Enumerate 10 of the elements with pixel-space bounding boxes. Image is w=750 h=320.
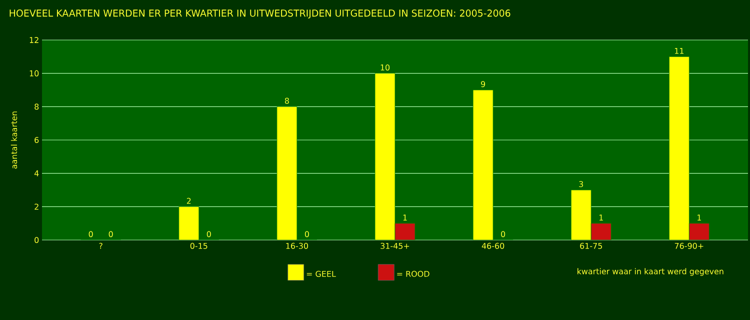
bar — [394, 223, 416, 240]
bar — [472, 90, 494, 240]
chart-title: HOEVEEL KAARTEN WERDEN ER PER KWARTIER IN UITWEDSTRIJDEN UITGEDEELD IN SEIZOEN: 2005-2006 — [10, 10, 510, 18]
bar — [590, 223, 612, 240]
bar — [178, 206, 200, 240]
bar — [668, 56, 690, 240]
bar — [688, 223, 710, 240]
bar — [374, 73, 396, 240]
bar — [276, 106, 298, 240]
bar — [570, 190, 592, 240]
